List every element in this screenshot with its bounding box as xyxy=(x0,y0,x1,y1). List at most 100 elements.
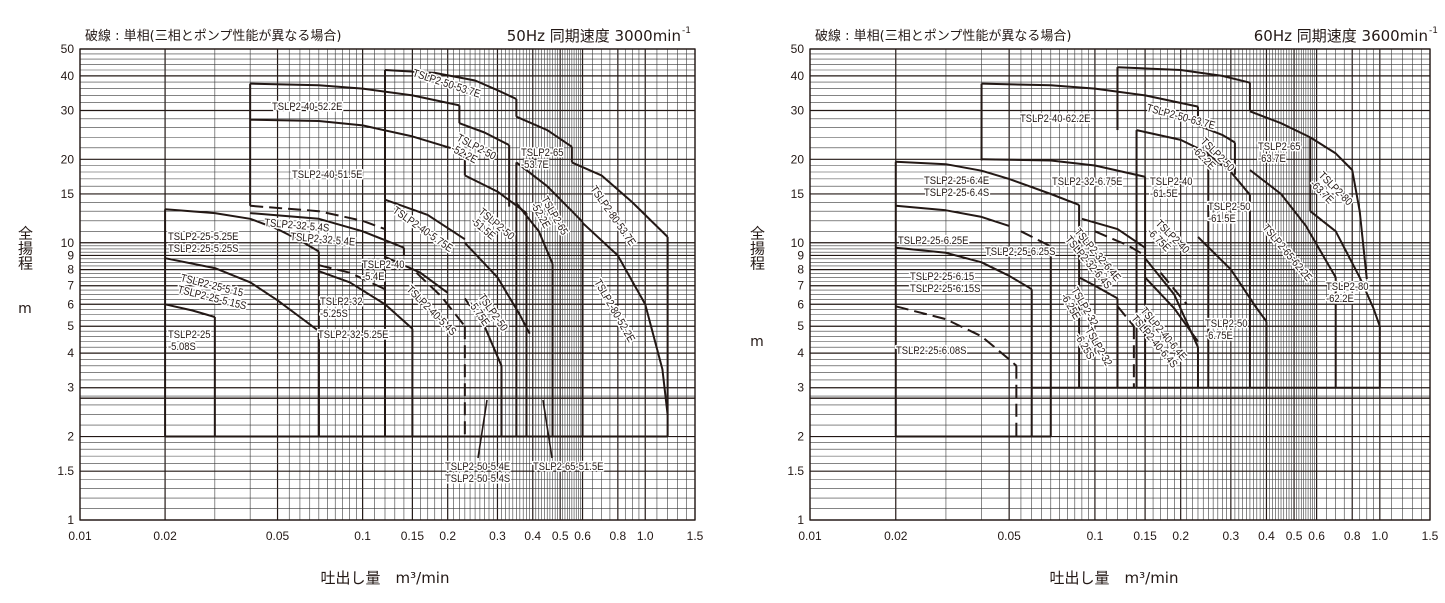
y-tick-label: 4 xyxy=(67,346,74,360)
curve-label: TSLP2-65-53.7E xyxy=(520,146,566,173)
curve-label: TSLP2-25-6.08S xyxy=(895,344,969,359)
chart-0: 0.01 0.02 0.05 0.1 0.15 0.2 0.3 0.4 0.5 0.6 0.8 1.0… xyxy=(57,42,703,543)
x-tick-label: 0.1 xyxy=(354,529,371,543)
curve-label-line: TSLP2-40-62.2E xyxy=(1020,113,1091,125)
curve-label-line: TSLP2-32-6.75E xyxy=(1052,176,1123,188)
plot-border xyxy=(79,48,696,521)
curve-label: TSLP2-25-6.25E xyxy=(897,234,971,249)
performance-curve xyxy=(415,271,466,327)
performance-curve xyxy=(581,222,669,415)
curve-label-line: -53.7E xyxy=(521,159,549,171)
curve-label-line: TSLP2-25-6.15S xyxy=(910,283,981,295)
y-tick-label: 5 xyxy=(67,319,74,333)
curve-label-line: TSLP2-80 xyxy=(1326,281,1369,293)
x-tick-label: 0.5 xyxy=(1286,529,1303,543)
performance-curve xyxy=(1094,230,1146,257)
y-tick-label: 40 xyxy=(61,69,75,83)
x-tick-label: 0.3 xyxy=(1223,529,1240,543)
plots: 0.01 0.02 0.05 0.1 0.15 0.2 0.3 0.4 0.5 0.6 0.8 1.0… xyxy=(57,42,1438,543)
performance-curve xyxy=(895,246,1033,291)
performance-curve xyxy=(1020,230,1052,248)
y-tick-label: 10 xyxy=(791,236,805,250)
curve-label-line: TSLP2-50-5.4S xyxy=(445,473,510,485)
y-tick-label: 6 xyxy=(67,297,74,311)
curve-label-line: TSLP2-25-6.4E xyxy=(924,175,989,187)
y-tick-label: 8 xyxy=(797,263,804,277)
curve-label-line: -6.75E xyxy=(1205,330,1233,342)
chart-1: 0.01 0.02 0.05 0.1 0.15 0.2 0.3 0.4 0.5 0.6 0.8 1.0… xyxy=(787,42,1438,543)
y-tick-label: 3 xyxy=(797,381,804,395)
performance-curve xyxy=(459,122,510,146)
curve-label: TSLP2-32-5.25S xyxy=(319,295,365,322)
grid xyxy=(79,48,696,521)
y-tick-label: 5 xyxy=(797,319,804,333)
curve-label-line: TSLP2-40-51.5E xyxy=(292,169,363,181)
performance-curve xyxy=(1309,210,1381,327)
performance-curve xyxy=(318,270,414,330)
performance-curve xyxy=(384,255,449,294)
y-tick-label: 3 xyxy=(67,381,74,395)
curve-label-line: -5.25S xyxy=(320,308,348,320)
curve-label-line: TSLP2-50-5.4E xyxy=(445,461,510,473)
performance-curve xyxy=(981,158,1146,178)
performance-curve xyxy=(1159,272,1188,305)
y-tick-label: 40 xyxy=(791,69,805,83)
x-tick-label: 0.2 xyxy=(439,529,456,543)
performance-curve xyxy=(515,161,584,223)
curve-label-line: -61.5E xyxy=(1208,213,1236,225)
curve-label: TSLP2-80-62.2E xyxy=(1325,280,1371,307)
y-tick-label: 15 xyxy=(61,187,75,201)
performance-curve xyxy=(250,204,386,231)
curve-label: TSLP2-40-61.5E xyxy=(1149,175,1195,202)
curve-label-line: TSLP2-25-6.4S xyxy=(924,187,989,199)
performance-curve xyxy=(1197,124,1236,144)
performance-curve xyxy=(1117,66,1251,84)
curve-label-line: TSLP2-65-51.5E xyxy=(533,461,604,473)
performance-curve xyxy=(1309,136,1368,280)
x-tick-label: 0.15 xyxy=(401,529,425,543)
curve-label-line: TSLP2-40 xyxy=(362,259,405,271)
performance-curve xyxy=(515,202,554,265)
y-axis-unit-50hz: m xyxy=(18,301,32,317)
y-tick-label: 2 xyxy=(797,430,804,444)
y-tick-label: 6 xyxy=(797,297,804,311)
x-tick-label: 0.01 xyxy=(68,529,92,543)
x-tick-label: 0.8 xyxy=(1344,529,1361,543)
curve-label: TSLP2-50-6.75E xyxy=(1204,317,1250,344)
curve-label-line: TSLP2-40 xyxy=(1150,176,1193,188)
curve-label: TSLP2-40-5.4E xyxy=(361,258,407,285)
curve-label-line: -62.2E xyxy=(1326,293,1354,305)
curve-label-line: TSLP2-25-6.25S xyxy=(985,246,1056,258)
y-tick-label: 7 xyxy=(797,279,804,293)
performance-curve xyxy=(250,212,405,249)
curve-label-line: TSLP2-50 xyxy=(1208,201,1251,213)
y-tick-label: 2 xyxy=(67,430,74,444)
performance-curve xyxy=(165,208,320,253)
x-tick-label: 0.6 xyxy=(574,529,591,543)
series-group xyxy=(164,69,669,438)
y-tick-label: 30 xyxy=(61,104,75,118)
x-tick-label: 0.05 xyxy=(266,529,290,543)
x-tick-label: 1.0 xyxy=(637,529,654,543)
curve-label: TSLP2-32-6.75E xyxy=(1051,175,1125,190)
curve-label-line: TSLP2-25-6.25E xyxy=(898,235,969,247)
x-tick-label: 0.5 xyxy=(552,529,569,543)
x-tick-label: 0.8 xyxy=(610,529,627,543)
curve-label-line: TSLP2-32 xyxy=(320,296,363,308)
y-tick-label: 4 xyxy=(797,346,804,360)
curve-label-line: TSLP2-25-6.08S xyxy=(896,345,967,357)
performance-curve xyxy=(463,297,503,367)
curve-label: TSLP2-50-61.5E xyxy=(1207,200,1253,227)
x-tick-label: 0.6 xyxy=(1308,529,1325,543)
y-tick-label: 30 xyxy=(791,104,805,118)
chart-title-sup-50hz: -1 xyxy=(682,26,691,36)
curve-label-line: TSLP2-40-52.2E xyxy=(272,101,343,113)
curve-label-line: TSLP2-65 xyxy=(1258,141,1301,153)
curve-label: TSLP2-40-51.5E xyxy=(291,168,365,183)
label-leader-line xyxy=(477,399,488,459)
y-tick-label: 10 xyxy=(61,236,75,250)
